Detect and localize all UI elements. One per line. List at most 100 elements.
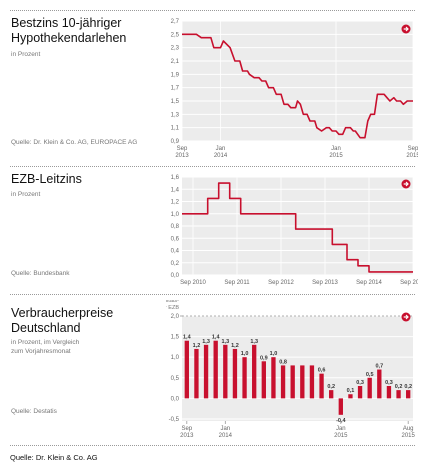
y-tick-label: 0,5 (171, 376, 180, 382)
bar (213, 340, 218, 399)
x-tick-label: Aug 2015 (402, 426, 416, 439)
bar (223, 344, 228, 399)
y-tick-label: 1,5 (171, 99, 180, 105)
y-tick-label: 1,6 (171, 175, 180, 181)
panel-3-title: Verbraucherpreise Deutschland (11, 306, 114, 335)
data-label: 1,3 (221, 339, 229, 345)
y-tick-label: 0,0 (171, 396, 180, 402)
panel-2-subtitle: in Prozent (11, 191, 41, 198)
x-tick-label: Sep 2014 (356, 280, 382, 286)
data-label: 0,2 (327, 384, 335, 390)
x-tick-label: Sep 2015 (400, 280, 418, 286)
data-label: 1,3 (250, 339, 258, 345)
bar (309, 365, 315, 399)
bar (280, 365, 286, 399)
bar (194, 348, 199, 399)
series-line (182, 182, 413, 273)
y-tick-label: 0,9 (171, 139, 180, 145)
data-label: 1,4 (212, 335, 221, 341)
bar (252, 344, 257, 399)
bar (290, 365, 295, 399)
data-label: 0,6 (318, 368, 326, 374)
y-tick-label: 0,2 (171, 261, 180, 267)
data-label: 0,2 (395, 384, 403, 390)
y-tick-label: 1,2 (171, 200, 180, 206)
data-label: 1,4 (183, 335, 192, 341)
panel-1-source: Quelle: Dr. Klein & Co. AG, EUROPACE AG (11, 139, 138, 146)
x-tick-label: Jan 2015 (334, 426, 348, 439)
y-tick-label: 2,7 (171, 19, 180, 25)
panel-1-title: Bestzins 10-jähriger Hypothekendarlehen (11, 16, 127, 45)
bar (319, 373, 324, 399)
y-tick-label: 0,4 (171, 249, 180, 255)
separator-1 (10, 166, 415, 167)
data-label: 1,2 (193, 343, 201, 349)
bar (377, 369, 382, 399)
separator-2 (10, 294, 415, 295)
arrow-right-circle-icon[interactable] (401, 179, 411, 189)
panel-3-source: Quelle: Destatis (11, 408, 57, 415)
y-tick-label: 1,4 (171, 187, 180, 193)
y-tick-label: 0,0 (171, 273, 180, 279)
x-tick-label: Sep 2010 (180, 280, 206, 286)
y-tick-label: 1,3 (171, 112, 180, 118)
y-tick-label: 2,0 (171, 314, 180, 320)
separator-top (10, 10, 415, 11)
arrow-right-circle-icon[interactable] (401, 312, 411, 322)
data-label: -0,4 (336, 418, 346, 424)
x-tick-label: Sep 2013 (312, 280, 338, 286)
data-label: 0,1 (347, 388, 355, 394)
y-tick-label: 0,8 (171, 224, 180, 230)
bar (232, 348, 238, 399)
y-tick-label: 1,0 (171, 212, 180, 218)
series-line (182, 33, 413, 139)
panel-2-title: EZB-Leitzins (11, 172, 82, 186)
bar (271, 357, 276, 399)
data-label: 1,2 (231, 343, 239, 349)
x-tick-label: Jan 2015 (329, 146, 343, 159)
x-tick-label: Sep 2013 (180, 426, 194, 439)
data-label: 0,3 (356, 380, 364, 386)
data-label: 0,2 (404, 384, 412, 390)
x-tick-label: Jan 2014 (214, 146, 228, 159)
panel-2-source: Quelle: Bundesbank (11, 270, 70, 277)
arrow-right-circle-icon[interactable] (401, 24, 411, 34)
bar (242, 357, 247, 399)
y-tick-label: 1,1 (171, 126, 180, 132)
y-tick-label: 2,3 (171, 46, 180, 52)
bar (203, 344, 209, 399)
x-tick-label: Sep2015 (406, 146, 418, 159)
y-tick-label: 1,5 (171, 335, 180, 341)
x-tick-label: Sep 2012 (268, 280, 294, 286)
data-label: 0,9 (260, 355, 268, 361)
data-label: 1,0 (270, 351, 278, 357)
x-tick-label: Jan 2014 (219, 426, 233, 439)
bar (406, 390, 411, 399)
plot-area (182, 21, 413, 141)
data-label: 0,8 (279, 359, 287, 365)
bar (261, 361, 266, 399)
bar (386, 386, 392, 399)
bar (329, 390, 334, 399)
y-tick-label: 1,7 (171, 86, 180, 92)
panel-3-subtitle: in Prozent, im Vergleich zum Vorjahresmo… (11, 339, 80, 355)
footer-source: Quelle: Dr. Klein & Co. AG (10, 453, 98, 462)
panel-1-subtitle: in Prozent (11, 51, 41, 58)
y-tick-label: -0,5 (169, 417, 180, 423)
plot-area (182, 316, 413, 421)
separator-bottom (10, 445, 415, 446)
y-tick-label: 1,0 (171, 355, 180, 361)
bar (300, 365, 305, 399)
data-label: 1,0 (241, 351, 249, 357)
data-label: 1,3 (202, 339, 210, 345)
data-label: 0,3 (385, 380, 393, 386)
annotation-text: Preisstabilitäts-grenze der EZB (166, 300, 179, 311)
x-tick-label: Sep 2013 (175, 146, 189, 159)
bar (357, 386, 363, 399)
bar (348, 394, 353, 399)
bar (184, 340, 189, 399)
y-tick-label: 1,9 (171, 72, 180, 78)
data-label: 0,7 (375, 364, 383, 370)
